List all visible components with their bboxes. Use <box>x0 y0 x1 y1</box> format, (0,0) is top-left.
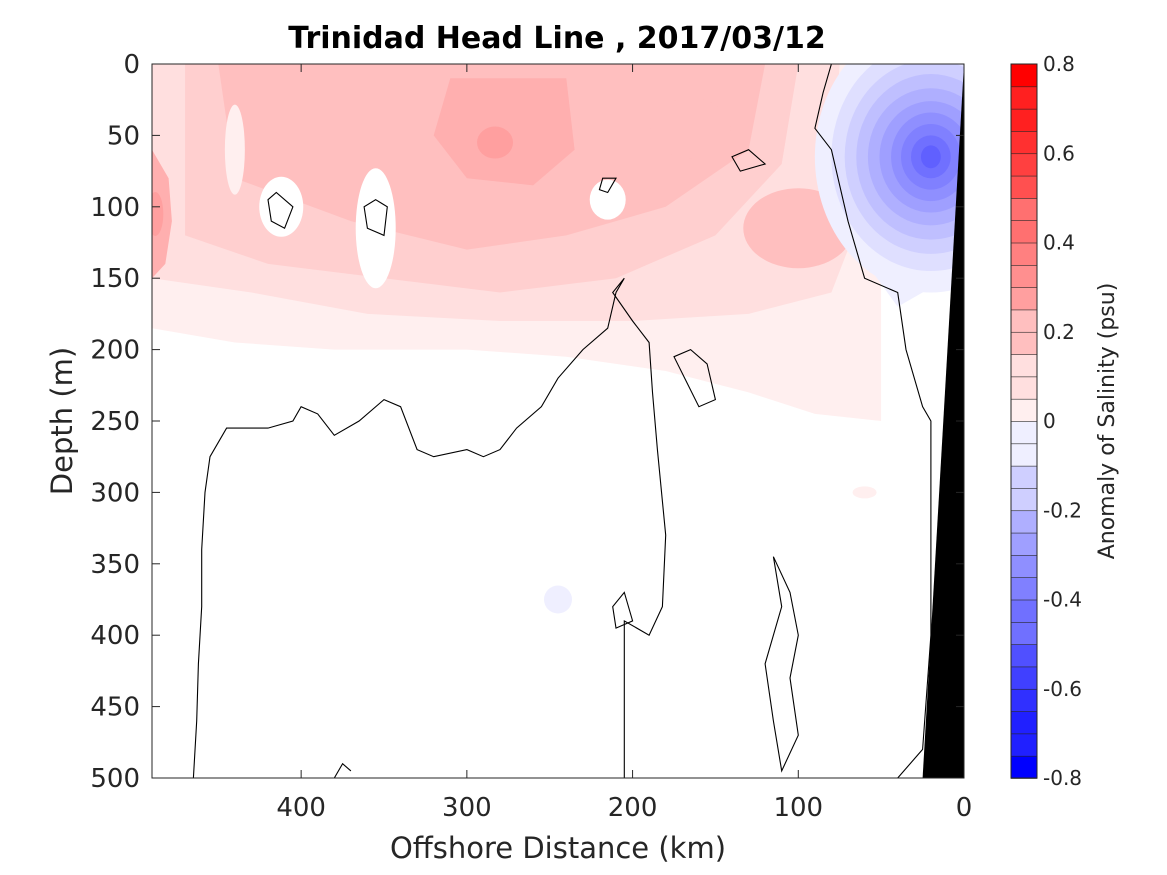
positive-band-0.2-shelf <box>650 98 731 159</box>
colorbar <box>1010 63 1038 779</box>
colorbar-segment <box>1010 63 1038 88</box>
y-tick-label: 500 <box>90 764 140 794</box>
colorbar-segment <box>1010 197 1038 221</box>
x-axis-label: Offshore Distance (km) <box>390 831 726 865</box>
zero-contour-loop-1 <box>267 191 294 229</box>
colorbar-segment <box>1010 576 1038 601</box>
colorbar-segment <box>1010 376 1038 400</box>
colorbar-segment <box>1010 219 1038 244</box>
y-tick-label: 200 <box>90 336 140 366</box>
colorbar-label: Anomaly of Salinity (psu) <box>1095 283 1120 560</box>
colorbar-segment <box>1010 688 1038 712</box>
colorbar-segment <box>1010 666 1038 690</box>
x-tick-label: 300 <box>442 793 492 823</box>
y-tick-label: 100 <box>90 193 140 223</box>
y-tick-label: 350 <box>90 550 140 580</box>
x-tick-label: 200 <box>608 793 658 823</box>
zero-contour-loop-3 <box>598 177 617 194</box>
x-tick-label: 400 <box>276 793 326 823</box>
y-tick-label: 450 <box>90 693 140 723</box>
x-axis: 400 300 200 100 0 <box>276 64 972 823</box>
weak-negative-patch <box>544 585 572 614</box>
colorbar-segment <box>1010 86 1038 110</box>
colorbar-segment <box>1010 710 1038 735</box>
colorbar-tick-label: 0.4 <box>1043 231 1075 255</box>
colorbar-tick-label: -0.6 <box>1043 677 1082 701</box>
y-tick-label: 400 <box>90 621 140 651</box>
y-tick-label: 0 <box>123 50 140 80</box>
negative-band-9 <box>920 145 941 169</box>
colorbar-segment <box>1010 242 1038 266</box>
x-tick-label: 100 <box>773 793 823 823</box>
colorbar-segment <box>1010 755 1038 779</box>
colorbar-tick-label: 0.8 <box>1043 52 1075 76</box>
zero-pocket-1 <box>259 176 304 237</box>
zero-contour-bottom <box>333 762 352 778</box>
zero-pocket-3 <box>589 179 626 220</box>
colorbar-segment <box>1010 175 1038 199</box>
colorbar-tick-label: -0.2 <box>1043 498 1082 522</box>
y-tick-label: 150 <box>90 264 140 294</box>
colorbar-segment <box>1010 733 1038 757</box>
colorbar-segment <box>1010 621 1038 645</box>
anomaly-field <box>152 64 964 614</box>
zero-contour-main <box>192 277 667 778</box>
colorbar-segment <box>1010 286 1038 311</box>
colorbar-segment <box>1010 264 1038 288</box>
zero-contour-loop-6 <box>612 591 634 629</box>
weak-pocket-4 <box>224 104 245 195</box>
y-tick-label: 300 <box>90 478 140 508</box>
colorbar-segment <box>1010 420 1038 445</box>
colorbar-frame <box>1010 63 1038 779</box>
colorbar-ticks: -0.8 -0.6 -0.4 -0.2 0 0.2 0.4 0.6 0.8 <box>1043 52 1082 790</box>
y-tick-label: 50 <box>107 121 140 151</box>
zero-contour-loop-7 <box>764 556 799 773</box>
colorbar-tick-label: -0.4 <box>1043 588 1082 612</box>
colorbar-segment <box>1010 509 1038 534</box>
x-tick-label: 0 <box>956 793 973 823</box>
chart-title: Trinidad Head Line , 2017/03/12 <box>288 21 825 56</box>
zero-contour-loop-4 <box>731 149 767 172</box>
max-positive-core-mid <box>477 126 514 159</box>
weak-positive-patch <box>852 486 877 499</box>
zero-pocket-2 <box>355 168 396 289</box>
colorbar-segment <box>1010 487 1038 512</box>
colorbar-segment <box>1010 130 1038 155</box>
colorbar-tick-label: 0.6 <box>1043 141 1075 165</box>
colorbar-segment <box>1010 599 1038 623</box>
zero-contour-loop-2 <box>363 199 388 237</box>
colorbar-segment <box>1010 108 1038 132</box>
zero-contour-loop-5 <box>673 348 717 408</box>
colorbar-segment <box>1010 554 1038 578</box>
colorbar-tick-label: -0.8 <box>1043 766 1082 790</box>
colorbar-segment <box>1010 532 1038 556</box>
colorbar-segment <box>1010 331 1038 355</box>
colorbar-segment <box>1010 643 1038 668</box>
colorbar-segment <box>1010 152 1038 177</box>
colorbar-tick-label: 0 <box>1043 409 1056 433</box>
colorbar-segment <box>1010 309 1038 333</box>
y-axis-label: Depth (m) <box>45 347 79 495</box>
y-tick-label: 250 <box>90 407 140 437</box>
colorbar-tick-label: 0.2 <box>1043 320 1075 344</box>
max-positive-core-offshore <box>152 191 164 236</box>
colorbar-segment <box>1010 398 1038 422</box>
bathymetry <box>922 64 964 778</box>
seafloor <box>922 64 964 778</box>
colorbar-segment <box>1010 465 1038 489</box>
colorbar-segment <box>1010 443 1038 467</box>
y-axis: 0 50 100 150 200 250 300 350 400 450 500 <box>90 50 964 794</box>
colorbar-segment <box>1010 353 1038 378</box>
